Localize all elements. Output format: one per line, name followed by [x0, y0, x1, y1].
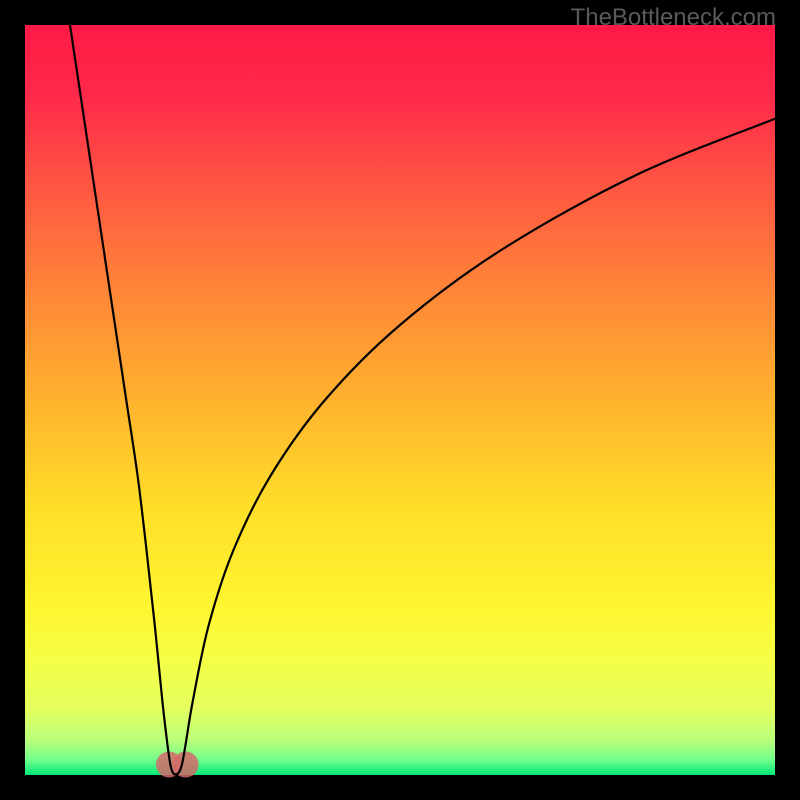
plot-area — [25, 25, 775, 775]
performance-curve — [70, 25, 775, 775]
chart-stage: TheBottleneck.com — [0, 0, 800, 800]
curve-layer — [25, 25, 775, 775]
watermark-label: TheBottleneck.com — [571, 4, 776, 32]
